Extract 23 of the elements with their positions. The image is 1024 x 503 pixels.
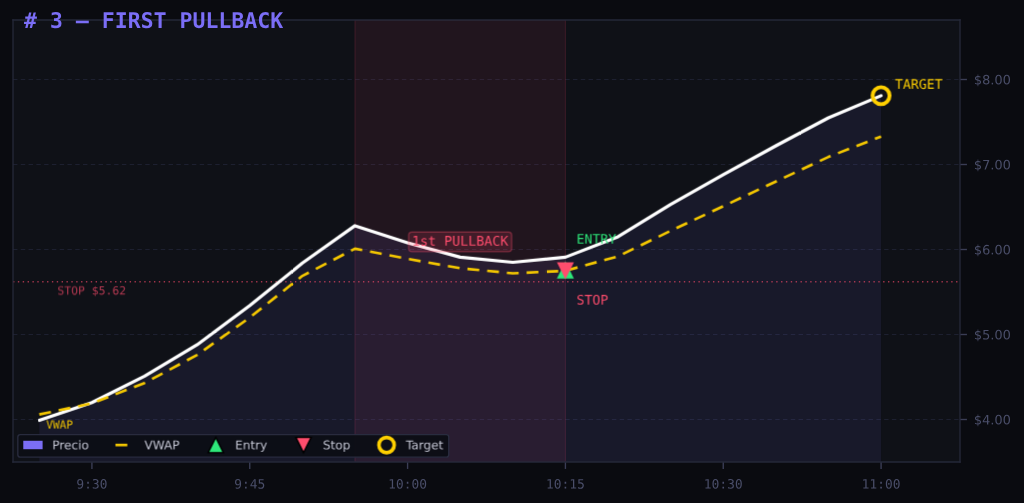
legend-label: Precio xyxy=(53,440,89,450)
annotation: STOP xyxy=(577,294,608,305)
y-tick-label: $7.00 xyxy=(974,159,1011,172)
annotation: TARGET xyxy=(895,78,943,89)
annotation: VWAP xyxy=(46,420,73,429)
line-series xyxy=(37,135,883,416)
x-tick-label: 9:45 xyxy=(235,478,265,489)
y-tick-label: $8.00 xyxy=(974,74,1011,87)
legend-label: Stop xyxy=(323,440,350,452)
y-tick-label: $4.00 xyxy=(974,414,1011,427)
legend-label: VWAP xyxy=(144,440,180,450)
y-tick-label: $5.00 xyxy=(974,329,1011,342)
legend-label: Entry xyxy=(236,440,267,452)
y-tick-label: $6.00 xyxy=(974,244,1011,257)
x-tick-label: 9:30 xyxy=(77,478,107,489)
annotation: 1st PULLBACK xyxy=(413,235,509,246)
x-tick-label: 10:30 xyxy=(705,478,742,489)
x-tick-label: 11:00 xyxy=(863,478,900,489)
x-tick-label: 10:15 xyxy=(547,478,584,489)
chart-title: # 3 — FIRST PULLBACK xyxy=(24,11,284,29)
legend-label: Target xyxy=(405,440,444,452)
x-tick-label: 10:00 xyxy=(389,478,427,489)
ref-line-label: STOP $5.62 xyxy=(58,286,126,297)
